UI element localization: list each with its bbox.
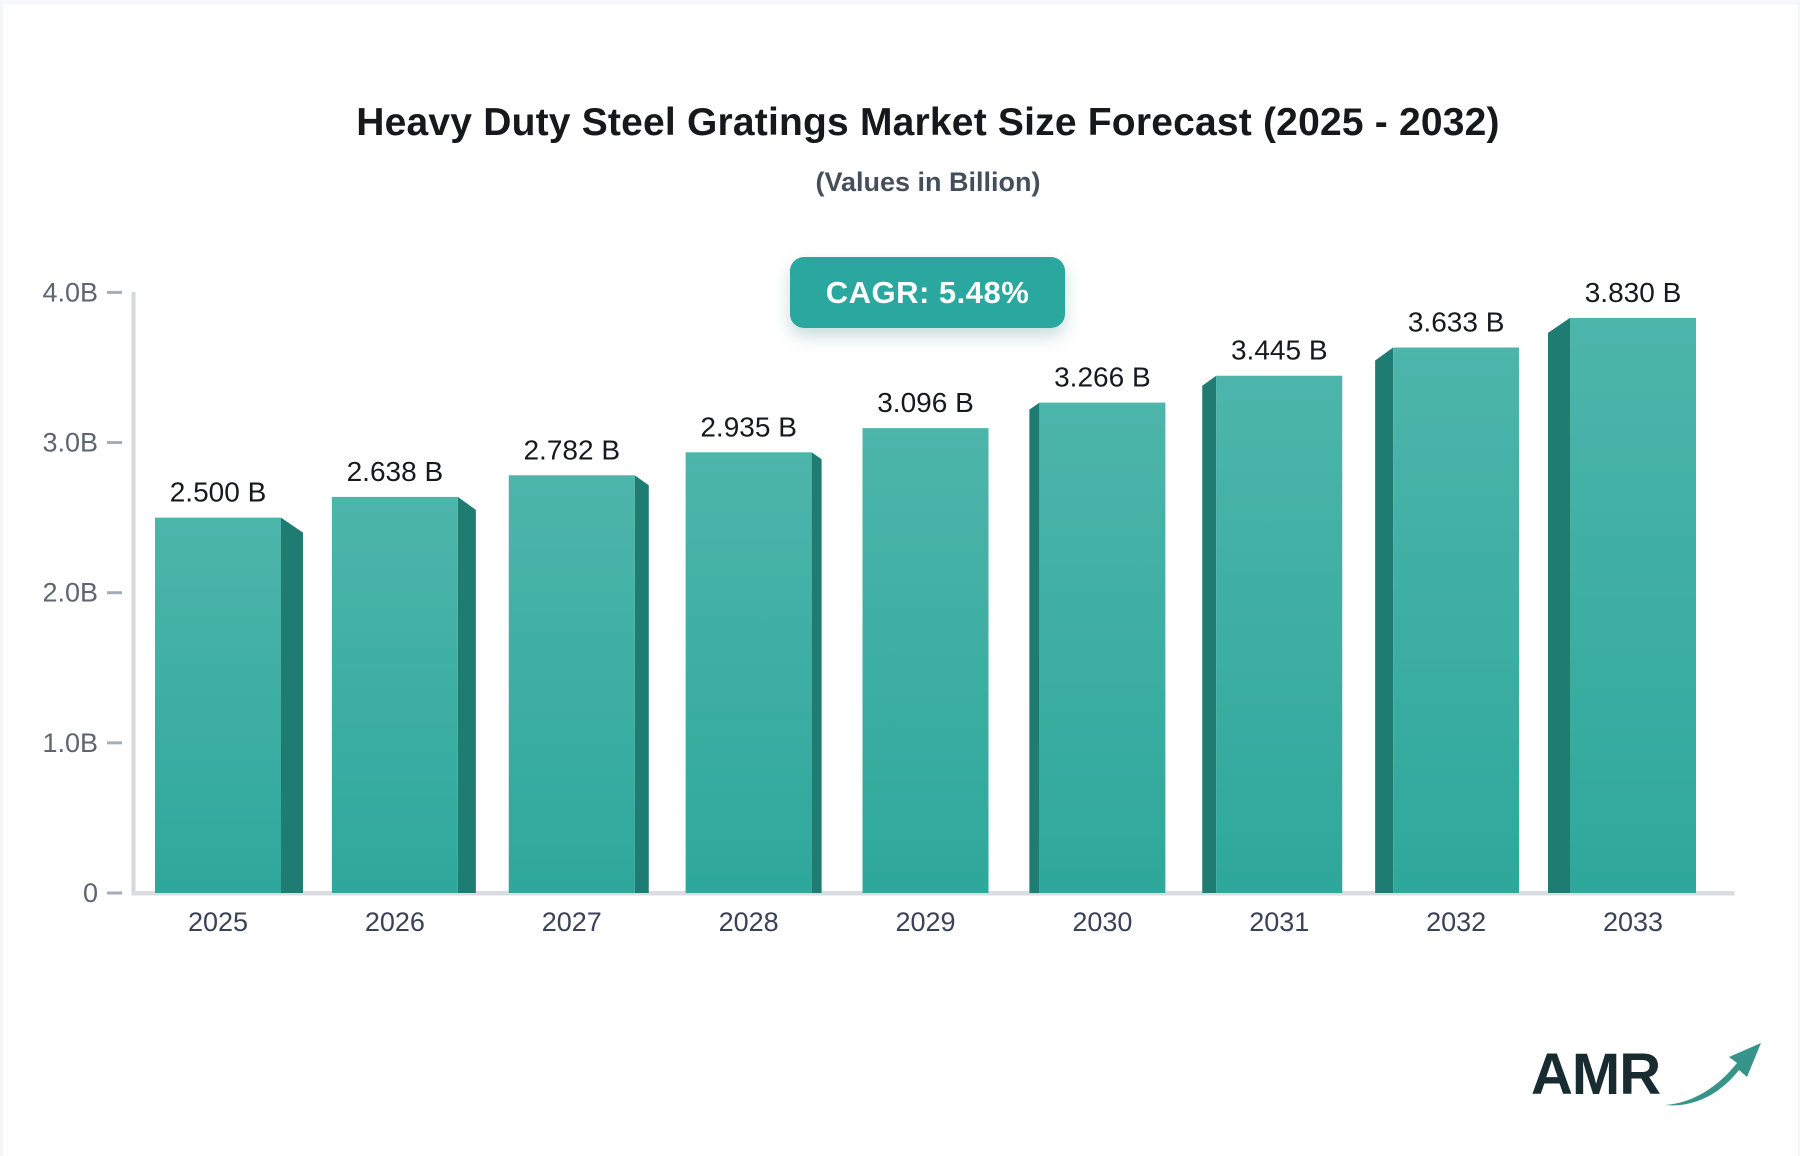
bar-2029 — [862, 428, 989, 893]
bar-value-label-2033: 3.830 B — [1585, 277, 1682, 308]
cagr-badge: CAGR: 5.48% — [790, 257, 1065, 328]
chart-subtitle: (Values in Billion) — [815, 167, 1041, 197]
logo-arrow-icon — [1665, 1043, 1761, 1106]
bar-side-2028 — [811, 452, 822, 893]
cagr-badge-label: CAGR: 5.48% — [825, 274, 1030, 310]
x-axis-line — [131, 891, 1735, 896]
bar-value-label-2029: 3.096 B — [877, 387, 974, 418]
y-tick-dash — [107, 891, 122, 895]
bar-value-label-2025: 2.500 B — [170, 477, 267, 508]
bar-side-2033 — [1548, 317, 1570, 893]
x-axis-label-2025: 2025 — [188, 907, 248, 937]
bar-value-label-2026: 2.638 B — [347, 456, 444, 487]
bar-side-2026 — [457, 496, 476, 893]
x-axis-label-2033: 2033 — [1603, 907, 1663, 937]
x-axis-label-2032: 2032 — [1426, 907, 1486, 937]
bar-value-label-2030: 3.266 B — [1054, 362, 1151, 393]
amr-logo: AMR — [1531, 1035, 1761, 1115]
y-tick-label: 1.0B — [42, 728, 98, 758]
chart-title: Heavy Duty Steel Gratings Market Size Fo… — [356, 101, 1500, 144]
x-axis-label-2031: 2031 — [1249, 907, 1309, 937]
bar-value-label-2031: 3.445 B — [1231, 335, 1328, 366]
bar-2025 — [155, 517, 281, 893]
x-axis-label-2028: 2028 — [719, 907, 779, 937]
x-axis-label-2030: 2030 — [1072, 907, 1132, 937]
bar-2026 — [331, 496, 458, 893]
y-axis-line — [131, 292, 136, 895]
y-tick-label: 3.0B — [42, 428, 98, 458]
y-tick-label: 4.0B — [42, 277, 98, 307]
bar-2030 — [1039, 402, 1166, 893]
x-axis-label-2029: 2029 — [895, 907, 955, 937]
bar-2033 — [1570, 317, 1696, 893]
bar-side-2030 — [1029, 402, 1040, 893]
y-tick-label: 0 — [83, 878, 98, 908]
bar-chart-svg: 4.0B 3.0B 2.0B 1.0B 0 2.500 B 2025 2.638 B 2026 2… — [42, 277, 1735, 937]
bar-side-2031 — [1202, 375, 1217, 893]
bar-side-2027 — [634, 475, 649, 893]
y-tick-dash — [107, 591, 122, 595]
bar-2031 — [1216, 375, 1343, 893]
bar-side-2032 — [1375, 347, 1394, 894]
amr-logo-text: AMR — [1531, 1042, 1661, 1107]
bar-side-2025 — [281, 517, 303, 893]
x-axis-label-2026: 2026 — [365, 907, 425, 937]
bar-2028 — [685, 452, 812, 893]
y-tick-dash — [107, 741, 122, 745]
bar-2032 — [1393, 347, 1520, 894]
bar-value-label-2028: 2.935 B — [700, 411, 797, 442]
y-tick-dash — [107, 441, 122, 445]
x-axis-label-2027: 2027 — [542, 907, 602, 937]
y-tick-dash — [107, 290, 122, 294]
bar-value-label-2027: 2.782 B — [523, 434, 620, 465]
y-tick-label: 2.0B — [42, 578, 98, 608]
bar-2027 — [508, 475, 635, 893]
bar-value-label-2032: 3.633 B — [1408, 307, 1505, 338]
